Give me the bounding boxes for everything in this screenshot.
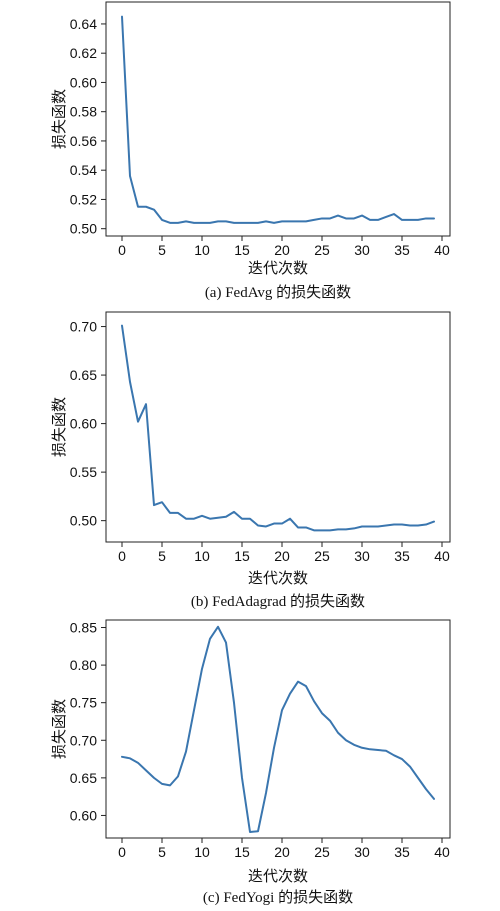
y-tick-label: 0.65 [70,367,97,383]
x-tick-label: 10 [194,844,210,860]
x-tick-label: 10 [194,242,210,258]
y-tick-label: 0.70 [70,732,97,748]
y-tick-label: 0.70 [70,319,97,335]
y-axis-label: 损失函数 [50,89,68,149]
x-axis-label: 迭代次数 [248,259,308,277]
x-tick-label: 20 [274,548,290,564]
y-tick-label: 0.60 [70,807,97,823]
x-tick-label: 25 [314,242,330,258]
x-tick-label: 30 [354,242,370,258]
y-tick-label: 0.62 [70,45,97,61]
y-tick-label: 0.58 [70,104,97,120]
x-tick-label: 25 [314,844,330,860]
x-tick-label: 25 [314,548,330,564]
chart-caption: (a) FedAvg 的损失函数 [205,284,351,301]
x-tick-label: 20 [274,242,290,258]
y-tick-label: 0.55 [70,464,97,480]
x-tick-label: 40 [434,548,450,564]
y-tick-label: 0.64 [70,16,97,32]
chart-caption: (c) FedYogi 的损失函数 [203,889,353,906]
x-tick-label: 35 [394,548,410,564]
chart-panel-0: 0 5 10 15 20 25 30 35 40 0.50 0.52 0.54 0.56 0.58 0.60… [50,1,451,301]
series-line-0 [121,15,435,224]
plot-frame [105,1,451,237]
x-tick-label: 0 [118,844,126,860]
x-tick-label: 0 [118,548,126,564]
series-line-0 [121,324,435,532]
y-axis-label: 损失函数 [50,699,68,759]
y-axis-label: 损失函数 [50,397,68,457]
x-axis-label: 迭代次数 [248,569,308,587]
x-tick-label: 40 [434,242,450,258]
x-tick-label: 5 [158,548,166,564]
y-tick-label: 0.50 [70,513,97,529]
series-line-0 [121,625,435,833]
x-tick-label: 0 [118,242,126,258]
plot-frame [105,619,451,839]
plot-frame [105,311,451,543]
y-tick-label: 0.54 [70,162,97,178]
x-tick-label: 35 [394,844,410,860]
chart-caption: (b) FedAdagrad 的损失函数 [191,593,365,610]
x-tick-label: 15 [234,844,250,860]
chart-panel-2: 0 5 10 15 20 25 30 35 40 0.60 0.65 0.70 0.75 0.80 0.85… [50,619,451,906]
y-tick-label: 0.75 [70,695,97,711]
y-tick-label: 0.80 [70,657,97,673]
y-tick-label: 0.56 [70,133,97,149]
x-tick-label: 30 [354,548,370,564]
y-tick-label: 0.60 [70,416,97,432]
x-tick-label: 20 [274,844,290,860]
x-tick-label: 15 [234,548,250,564]
y-tick-label: 0.60 [70,74,97,90]
x-tick-label: 30 [354,844,370,860]
x-tick-label: 15 [234,242,250,258]
y-tick-label: 0.50 [70,221,97,237]
x-tick-label: 10 [194,548,210,564]
y-tick-label: 0.85 [70,620,97,636]
x-tick-label: 40 [434,844,450,860]
x-tick-label: 35 [394,242,410,258]
x-tick-label: 5 [158,844,166,860]
chart-panel-1: 0 5 10 15 20 25 30 35 40 0.50 0.55 0.60 0.65 0.70 迭代次数… [50,311,451,610]
x-axis-label: 迭代次数 [248,867,308,885]
y-tick-label: 0.52 [70,191,97,207]
x-tick-label: 5 [158,242,166,258]
y-tick-label: 0.65 [70,770,97,786]
